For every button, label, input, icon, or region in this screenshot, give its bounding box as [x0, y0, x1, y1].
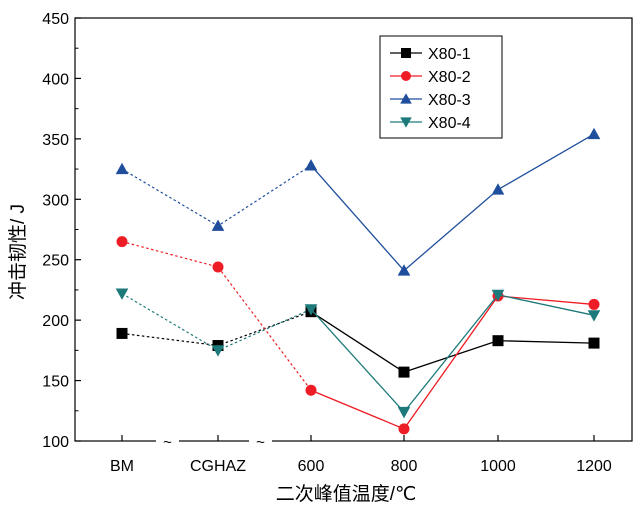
x-tick-label: 1200 — [576, 458, 612, 475]
y-tick-label: 100 — [42, 434, 69, 451]
data-point — [397, 264, 411, 276]
legend: X80-1 X80-2 X80-3 X80-4 — [379, 35, 503, 139]
data-point — [115, 288, 129, 300]
data-point — [587, 310, 601, 322]
data-point — [212, 261, 224, 273]
plot-frame — [74, 17, 633, 442]
axis-break-gap — [156, 438, 179, 444]
data-point — [491, 289, 505, 302]
y-tick-label: 400 — [42, 71, 69, 88]
data-point — [588, 298, 600, 310]
series-X80-2 — [116, 236, 600, 435]
x-tick-label: 600 — [298, 458, 325, 475]
legend-label: X80-3 — [428, 92, 471, 109]
data-point — [398, 423, 410, 435]
axis-break-gap — [249, 438, 272, 444]
axes: 100 150 200 250 300 350 400 450 BM CGHAZ 600 800 100… — [42, 11, 633, 475]
y-tick-label: 200 — [42, 313, 69, 330]
data-point — [116, 236, 128, 248]
y-tick-label: 450 — [42, 11, 69, 28]
data-point — [116, 327, 128, 339]
series-solid-line — [310, 311, 595, 373]
series-solid-line — [310, 133, 595, 272]
series-solid-line — [310, 295, 595, 430]
x-tick-label: CGHAZ — [190, 458, 246, 475]
data-point — [115, 162, 129, 175]
data-point — [304, 159, 318, 171]
series-dotted-line — [121, 164, 312, 227]
series-X80-4 — [115, 288, 601, 419]
legend-label: X80-4 — [428, 115, 471, 132]
series-X80-3 — [115, 127, 601, 276]
x-tick-label: BM — [110, 458, 134, 475]
y-tick-label: 300 — [42, 192, 69, 209]
data-point — [211, 345, 225, 357]
data-point — [587, 127, 601, 140]
legend-marker — [401, 71, 411, 81]
data-point — [398, 366, 410, 378]
data-point — [491, 183, 505, 195]
legend-marker — [401, 48, 411, 58]
y-tick-label: 150 — [42, 374, 69, 391]
x-tick-label: 1000 — [480, 458, 516, 475]
data-point — [492, 335, 504, 347]
data-point — [304, 304, 318, 316]
series-X80-1 — [116, 306, 600, 378]
legend-marker — [400, 117, 412, 128]
data-point — [397, 406, 411, 419]
legend-label: X80-2 — [428, 69, 471, 86]
x-tick-label: 800 — [391, 458, 418, 475]
series-solid-line — [310, 294, 595, 413]
y-tick-label: 250 — [42, 253, 69, 270]
data-point — [588, 337, 600, 349]
data-point — [305, 384, 317, 396]
series-layer — [115, 127, 601, 435]
axis-break-mark: ~ — [163, 434, 172, 451]
x-axis-label: 二次峰值温度/℃ — [276, 483, 417, 505]
y-axis-label: 冲击韧性/ J — [7, 204, 29, 300]
legend-marker — [400, 93, 412, 104]
series-dotted-line — [121, 241, 312, 391]
axis-break-mark: ~ — [256, 434, 265, 451]
y-tick-label: 350 — [42, 132, 69, 149]
legend-label: X80-1 — [428, 46, 471, 63]
data-point — [211, 219, 225, 231]
